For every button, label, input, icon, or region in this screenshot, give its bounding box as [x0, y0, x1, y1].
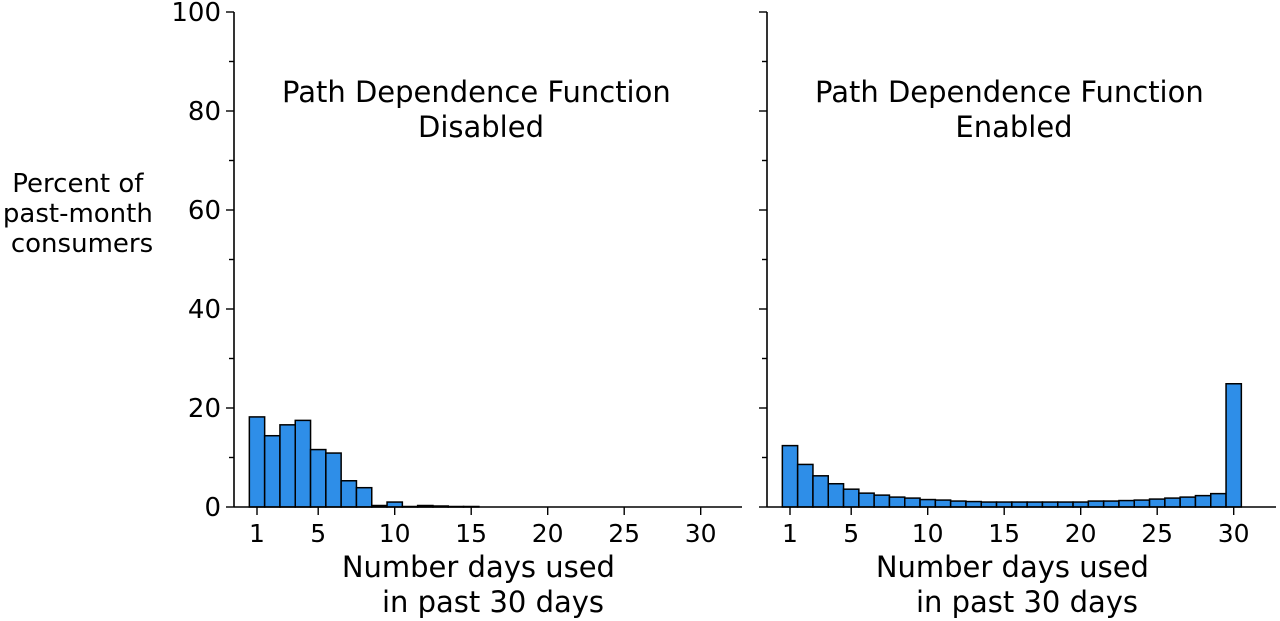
bar	[796, 463, 814, 508]
bar	[263, 434, 281, 508]
bar-series	[248, 416, 480, 508]
y-axis-label: Percent of past-month consumers	[3, 169, 161, 259]
bar	[873, 494, 891, 508]
bar	[965, 500, 983, 508]
y-tick-label: 20	[188, 394, 221, 424]
chart-title: Path Dependence Function Disabled	[282, 75, 680, 144]
y-axis-label-line: consumers	[11, 229, 153, 259]
bar	[1133, 499, 1151, 508]
bar	[1225, 383, 1243, 508]
y-tick-label: 80	[188, 97, 221, 127]
y-tick-label: 0	[204, 493, 221, 523]
y-tick-label: 100	[171, 0, 221, 28]
bar	[1087, 500, 1105, 508]
y-axis-label-line: past-month	[3, 199, 153, 229]
x-axis-ticks: 1 5 10 15 20 25 30	[782, 507, 1250, 548]
chart-title: Path Dependence Function Enabled	[815, 75, 1213, 144]
bar	[812, 475, 830, 508]
x-tick-label: 20	[1065, 519, 1097, 548]
x-tick-label: 25	[1141, 519, 1173, 548]
chart-panel-left: Path Dependence Function Disabled 0 20 40 6…	[171, 0, 742, 619]
x-axis-label-line: Number days used	[342, 550, 615, 584]
x-tick-label: 20	[532, 519, 564, 548]
bar	[934, 499, 952, 508]
bar	[888, 496, 906, 508]
bar	[827, 482, 845, 508]
bar	[1118, 499, 1135, 508]
bar	[919, 498, 937, 508]
x-axis-label: Number days used in past 30 days	[342, 550, 624, 619]
bar	[279, 424, 297, 508]
chart-title-line: Disabled	[418, 110, 544, 144]
bar	[340, 480, 358, 508]
bar	[858, 492, 875, 508]
bar	[1148, 498, 1166, 508]
chart-title-line: Path Dependence Function	[815, 75, 1204, 109]
bar	[949, 500, 967, 508]
y-axis-label-line: Percent of	[12, 169, 144, 199]
x-tick-label: 15	[455, 519, 487, 548]
y-tick-label: 40	[188, 295, 221, 325]
chart-panel-right: Path Dependence Function Enabled 1 5 10 15 2…	[759, 11, 1276, 619]
x-tick-label: 15	[988, 519, 1020, 548]
bar	[904, 497, 921, 508]
x-tick-label: 10	[379, 519, 411, 548]
bar	[1210, 492, 1227, 508]
x-tick-label: 5	[310, 519, 326, 548]
bar	[355, 486, 373, 508]
x-tick-label: 5	[843, 519, 859, 548]
bar	[842, 488, 860, 508]
bar	[1164, 497, 1181, 508]
y-tick-label: 60	[188, 196, 221, 226]
x-axis-label-line: in past 30 days	[382, 585, 604, 619]
x-tick-label: 30	[1218, 519, 1250, 548]
bar	[309, 448, 327, 508]
x-axis-label: Number days used in past 30 days	[876, 550, 1158, 619]
bar	[325, 452, 342, 508]
x-tick-label: 30	[685, 519, 717, 548]
bar	[1194, 494, 1212, 508]
bar-series	[781, 383, 1243, 508]
x-tick-label: 25	[608, 519, 640, 548]
y-axis-ticks: 0 20 40 60 80 100	[171, 0, 234, 523]
bar	[248, 416, 266, 508]
x-tick-label: 1	[249, 519, 265, 548]
x-axis-label-line: in past 30 days	[916, 585, 1138, 619]
x-tick-label: 10	[912, 519, 944, 548]
bar	[1102, 500, 1120, 508]
chart-title-line: Enabled	[955, 110, 1072, 144]
x-tick-label: 1	[782, 519, 798, 548]
x-axis-label-line: Number days used	[876, 550, 1149, 584]
bar	[1179, 496, 1197, 508]
y-axis-ticks	[759, 11, 767, 508]
chart-title-line: Path Dependence Function	[282, 75, 671, 109]
bar	[294, 419, 312, 508]
bar	[781, 444, 799, 508]
x-axis-ticks: 1 5 10 15 20 25 30	[249, 507, 717, 548]
